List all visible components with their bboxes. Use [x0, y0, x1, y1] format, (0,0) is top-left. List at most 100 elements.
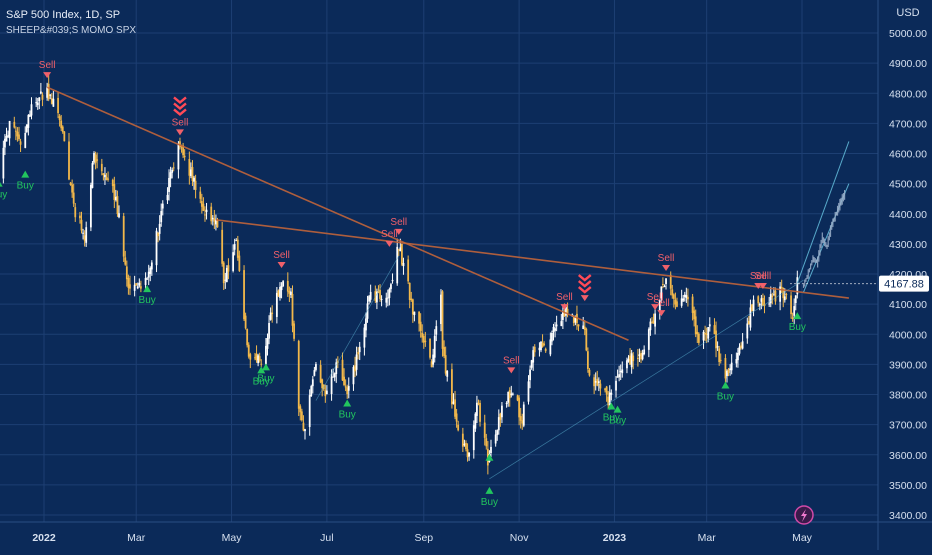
candle-body[interactable] [375, 291, 378, 303]
candle-body[interactable] [155, 230, 158, 266]
candle-body[interactable] [440, 294, 442, 324]
candle-body[interactable] [752, 299, 755, 311]
candle-body[interactable] [565, 306, 567, 316]
candle-body[interactable] [757, 296, 760, 304]
candle-body[interactable] [463, 443, 466, 446]
candle-body[interactable] [411, 299, 414, 315]
candle-body[interactable] [80, 219, 83, 231]
candle-body[interactable] [325, 390, 328, 395]
candle-body[interactable] [171, 169, 174, 173]
candle-body[interactable] [430, 361, 433, 368]
candle-body[interactable] [82, 232, 84, 234]
candle-body[interactable] [275, 292, 278, 317]
candle-body[interactable] [705, 333, 708, 335]
candle-body[interactable] [783, 296, 786, 301]
candle-body[interactable] [69, 182, 72, 186]
candle-body[interactable] [57, 97, 59, 114]
candle-body[interactable] [388, 289, 391, 298]
candle-body[interactable] [91, 163, 94, 188]
candle-body[interactable] [385, 297, 388, 303]
candle-body[interactable] [626, 360, 628, 369]
candle-body[interactable] [204, 214, 206, 216]
candle-body[interactable] [36, 102, 39, 106]
candle-body[interactable] [149, 267, 152, 274]
candle-body[interactable] [271, 312, 274, 314]
candle-body[interactable] [594, 381, 597, 383]
candle-body[interactable] [715, 330, 717, 349]
candle-body[interactable] [574, 316, 577, 323]
candle-body[interactable] [476, 402, 478, 416]
candle-body[interactable] [343, 376, 345, 386]
candle-body[interactable] [216, 219, 219, 228]
candle-body[interactable] [114, 196, 117, 201]
candle-body[interactable] [7, 135, 9, 137]
candle-body[interactable] [672, 294, 675, 299]
candle-body[interactable] [354, 365, 356, 372]
candle-body[interactable] [161, 203, 164, 209]
candle-body[interactable] [610, 392, 613, 395]
candle-body[interactable] [58, 116, 61, 121]
candle-body[interactable] [676, 301, 678, 307]
candle-body[interactable] [529, 369, 531, 381]
candle-body[interactable] [202, 203, 205, 211]
candle-body[interactable] [455, 413, 458, 422]
candle-body[interactable] [363, 327, 366, 348]
candle-body[interactable] [38, 97, 41, 102]
candle-body[interactable] [279, 286, 281, 298]
trendlines[interactable] [46, 86, 850, 480]
candle-body[interactable] [585, 328, 588, 351]
candle-body[interactable] [674, 299, 677, 305]
candle-body[interactable] [168, 177, 170, 192]
candle-body[interactable] [60, 120, 63, 129]
candle-body[interactable] [365, 318, 367, 331]
candle-body[interactable] [177, 143, 180, 170]
candle-body[interactable] [335, 362, 338, 375]
candle-body[interactable] [193, 177, 195, 182]
candle-body[interactable] [225, 267, 228, 282]
candle-body[interactable] [768, 303, 771, 305]
candle-body[interactable] [125, 266, 128, 280]
candle-body[interactable] [286, 280, 289, 292]
candle-body[interactable] [333, 373, 336, 378]
candle-body[interactable] [160, 211, 163, 223]
candle-body[interactable] [347, 386, 350, 391]
candle-body[interactable] [118, 213, 120, 218]
candle-body[interactable] [652, 320, 655, 324]
candle-body[interactable] [651, 322, 653, 324]
candle-body[interactable] [357, 352, 360, 355]
candle-body[interactable] [254, 357, 256, 359]
candle-body[interactable] [158, 223, 161, 234]
candle-body[interactable] [543, 343, 546, 346]
candle-body[interactable] [538, 347, 541, 351]
candle-body[interactable] [344, 386, 347, 388]
candle-body[interactable] [215, 220, 217, 225]
candle-body[interactable] [669, 274, 672, 289]
candle-body[interactable] [552, 327, 555, 332]
candle-body[interactable] [410, 298, 413, 301]
trendline-rising-support[interactable] [489, 279, 804, 480]
candle-body[interactable] [530, 360, 533, 368]
candle-body[interactable] [107, 178, 109, 180]
candle-body[interactable] [719, 359, 722, 361]
candle-body[interactable] [288, 290, 291, 294]
candle-body[interactable] [50, 98, 53, 104]
candle-body[interactable] [16, 131, 19, 137]
candle-body[interactable] [321, 379, 324, 389]
candle-body[interactable] [290, 291, 292, 296]
candle-body[interactable] [72, 192, 75, 204]
candle-body[interactable] [391, 279, 394, 282]
candle-body[interactable] [718, 348, 721, 363]
candle-body[interactable] [551, 332, 553, 342]
candle-body[interactable] [527, 381, 530, 402]
candle-body[interactable] [224, 279, 227, 281]
candle-body[interactable] [441, 291, 444, 349]
candle-body[interactable] [19, 141, 22, 145]
candle-body[interactable] [510, 393, 513, 396]
candle-body[interactable] [5, 135, 8, 142]
candle-body[interactable] [319, 364, 322, 383]
candle-body[interactable] [315, 364, 317, 370]
candle-body[interactable] [465, 442, 467, 450]
candle-body[interactable] [640, 353, 642, 360]
candle-body[interactable] [39, 91, 42, 94]
candle-body[interactable] [238, 255, 241, 271]
